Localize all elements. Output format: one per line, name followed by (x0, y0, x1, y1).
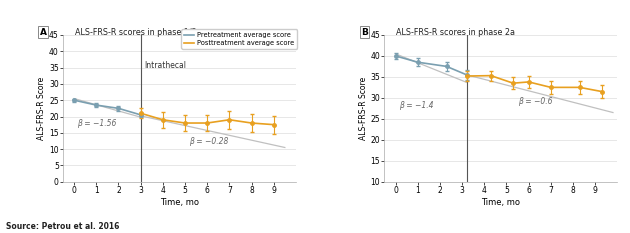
Y-axis label: ALS-FRS-R Score: ALS-FRS-R Score (358, 77, 368, 140)
Text: A: A (40, 28, 47, 37)
Text: ALS-FRS-R scores in phase 1/2: ALS-FRS-R scores in phase 1/2 (74, 28, 197, 37)
Text: B: B (361, 28, 368, 37)
Y-axis label: ALS-FRS-R Score: ALS-FRS-R Score (37, 77, 47, 140)
Legend: Pretreatment average score, Posttreatment average score: Pretreatment average score, Posttreatmen… (181, 30, 297, 49)
Text: β = −0.6: β = −0.6 (518, 97, 552, 106)
Text: ALS-FRS-R scores in phase 2a: ALS-FRS-R scores in phase 2a (396, 28, 515, 37)
Text: Intrathecal: Intrathecal (144, 61, 186, 70)
X-axis label: Time, mo: Time, mo (160, 198, 199, 207)
Text: β = −0.28: β = −0.28 (190, 137, 229, 146)
Text: β = −1.4: β = −1.4 (399, 101, 433, 110)
Text: β = −1.56: β = −1.56 (77, 119, 117, 128)
Text: Source: Petrou et al. 2016: Source: Petrou et al. 2016 (6, 222, 120, 231)
X-axis label: Time, mo: Time, mo (481, 198, 520, 207)
